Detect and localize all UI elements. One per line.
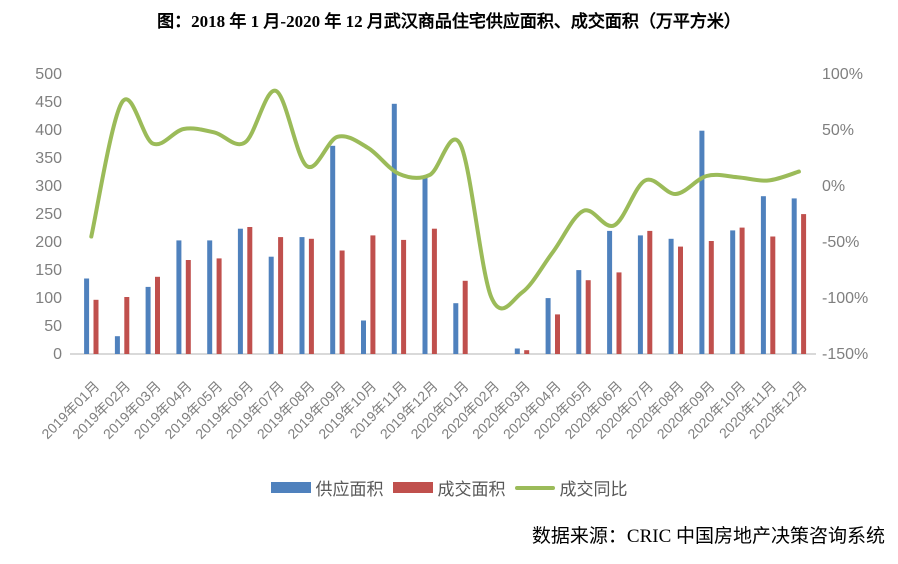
bar-supply <box>576 270 582 354</box>
bar-transaction <box>678 246 683 354</box>
legend-item-transaction: 成交面积 <box>392 475 506 500</box>
bar-transaction <box>708 241 714 354</box>
pct-axis-tick-label: 0% <box>822 178 845 195</box>
bar-supply <box>607 230 613 354</box>
y-axis-tick-label: 350 <box>35 150 62 167</box>
bar-supply <box>114 336 120 354</box>
bar-supply <box>545 298 551 354</box>
legend-label-supply: 供应面积 <box>315 480 384 499</box>
legend-item-yoy: 成交同比 <box>514 475 628 500</box>
y-axis-tick-label: 250 <box>35 206 62 223</box>
bar-supply <box>330 145 336 354</box>
legend-swatch-supply <box>270 482 311 493</box>
bar-supply <box>84 278 90 354</box>
bar-transaction <box>278 237 284 354</box>
y-axis-tick-label: 200 <box>35 234 62 251</box>
y-axis-tick-label: 500 <box>35 66 62 83</box>
y-axis-tick-label: 400 <box>35 122 62 139</box>
bar-supply <box>237 228 243 354</box>
y-axis-tick-label: 150 <box>35 262 62 279</box>
bar-supply <box>361 320 366 354</box>
legend-label-transaction: 成交面积 <box>437 480 506 499</box>
bar-transaction <box>216 258 222 354</box>
data-source: 数据来源：CRIC 中国房地产决策咨询系统 <box>531 526 885 547</box>
bar-transaction <box>801 214 807 354</box>
bar-supply <box>299 237 305 354</box>
bar-supply <box>453 303 459 354</box>
bar-transaction <box>370 235 376 354</box>
legend-swatch-transaction <box>392 482 433 493</box>
bar-transaction <box>185 260 191 354</box>
bar-supply <box>176 240 182 354</box>
bar-transaction <box>431 228 437 354</box>
chart-legend: 供应面积 成交面积 成交同比 <box>0 475 898 500</box>
bar-supply <box>514 348 520 354</box>
bar-transaction <box>339 250 345 354</box>
bar-transaction <box>93 299 99 354</box>
bar-supply <box>422 176 428 354</box>
pct-axis-tick-label: -50% <box>822 234 859 251</box>
bar-supply <box>699 130 705 354</box>
y-axis-tick-label: 450 <box>35 94 62 111</box>
bar-transaction <box>308 238 314 354</box>
bar-transaction <box>155 276 160 354</box>
pct-axis-tick-label: -100% <box>822 290 868 307</box>
pct-axis-tick-label: -150% <box>822 346 868 363</box>
bar-transaction <box>555 314 560 354</box>
y-axis-tick-label: 0 <box>53 346 62 363</box>
legend-swatch-yoy-line <box>514 485 555 490</box>
bar-transaction <box>616 272 622 354</box>
bar-supply <box>791 198 797 354</box>
legend-item-supply: 供应面积 <box>270 475 384 500</box>
bar-supply <box>207 240 213 354</box>
bar-supply <box>760 196 766 354</box>
bar-transaction <box>462 280 468 354</box>
bar-supply <box>668 238 674 354</box>
bar-transaction <box>647 230 653 354</box>
bar-transaction <box>585 280 591 354</box>
bar-transaction <box>524 350 530 354</box>
bar-transaction <box>770 236 776 354</box>
bar-supply <box>145 286 151 354</box>
chart-plot-area: 0 50 100 150 200 250 300 350 400 450 500 100% 50% 0% -… <box>35 66 868 442</box>
pct-axis-tick-label: 50% <box>822 122 854 139</box>
bar-supply <box>391 103 397 354</box>
y-axis-tick-label: 300 <box>35 178 62 195</box>
bar-transaction <box>401 239 407 354</box>
bar-supply <box>637 235 643 354</box>
pct-axis-tick-label: 100% <box>822 66 863 83</box>
yoy-line <box>89 88 801 311</box>
bar-supply <box>730 230 736 354</box>
y-axis-tick-label: 50 <box>44 318 62 335</box>
bar-supply <box>268 256 274 354</box>
bar-transaction <box>739 227 745 354</box>
chart-title: 图：2018 年 1 月-2020 年 12 月武汉商品住宅供应面积、成交面积（… <box>157 12 741 31</box>
y-axis-tick-label: 100 <box>35 290 62 307</box>
legend-label-yoy: 成交同比 <box>559 480 628 499</box>
bar-transaction <box>247 227 253 354</box>
bar-transaction <box>124 297 130 354</box>
